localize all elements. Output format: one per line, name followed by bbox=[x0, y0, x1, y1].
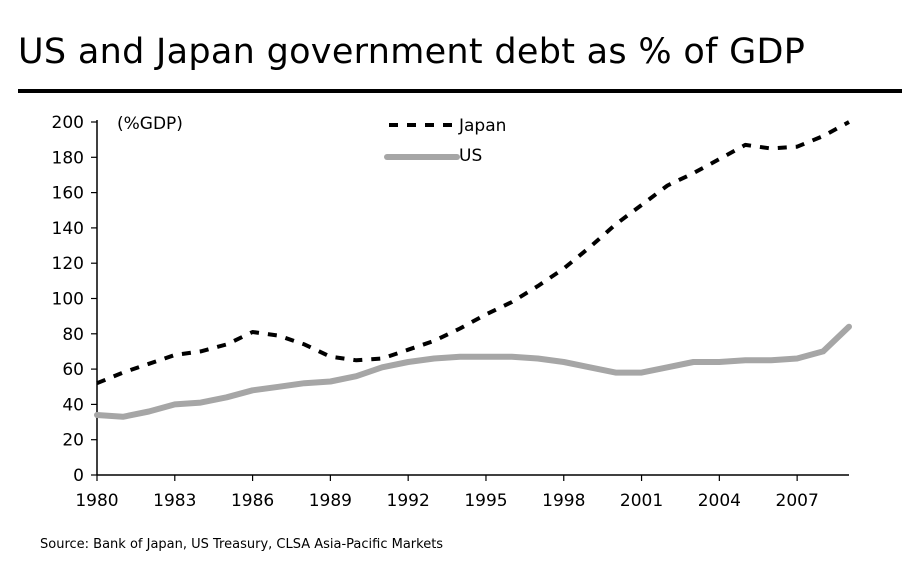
axes bbox=[96, 120, 849, 476]
y-tick-label: 120 bbox=[52, 254, 84, 274]
y-tick-label: 180 bbox=[52, 148, 84, 168]
y-tick-label: 80 bbox=[62, 325, 84, 345]
x-tick-label: 1992 bbox=[387, 491, 430, 511]
chart-title: US and Japan government debt as % of GDP bbox=[18, 32, 806, 72]
x-tick-label: 2001 bbox=[620, 491, 663, 511]
x-tick-label: 1980 bbox=[75, 491, 118, 511]
y-axis-unit-label: (%GDP) bbox=[117, 114, 183, 134]
x-tick-label: 2007 bbox=[776, 491, 819, 511]
y-tick-label: 60 bbox=[62, 360, 84, 380]
y-tick-label: 100 bbox=[52, 290, 84, 310]
series-line-japan bbox=[96, 120, 850, 386]
x-tick-label: 1995 bbox=[464, 491, 507, 511]
x-tick-label: 1983 bbox=[153, 491, 196, 511]
legend-label-us: US bbox=[459, 146, 482, 166]
legend-label-japan: Japan bbox=[458, 116, 506, 136]
y-tick-label: 20 bbox=[62, 431, 84, 451]
series-line-us bbox=[94, 323, 852, 420]
x-tick-label: 1998 bbox=[542, 491, 585, 511]
series-lines bbox=[94, 120, 852, 420]
x-tick-label: 1986 bbox=[231, 491, 274, 511]
title-divider bbox=[18, 89, 902, 93]
y-tick-label: 200 bbox=[52, 113, 84, 133]
y-axis-ticks: 0 20 40 60 80 100 120 140 160 180 200 bbox=[52, 113, 97, 486]
source-note: Source: Bank of Japan, US Treasury, CLSA… bbox=[40, 537, 444, 552]
x-tick-label: 2004 bbox=[698, 491, 741, 511]
y-tick-label: 40 bbox=[62, 395, 84, 415]
y-tick-label: 0 bbox=[73, 466, 84, 486]
x-tick-label: 1989 bbox=[309, 491, 352, 511]
y-tick-label: 140 bbox=[52, 219, 84, 239]
legend: Japan US bbox=[384, 116, 506, 166]
y-tick-label: 160 bbox=[52, 184, 84, 204]
x-axis-ticks: 1980 1983 1986 1989 1992 1995 1998 2001 2004 2007 bbox=[75, 475, 819, 511]
